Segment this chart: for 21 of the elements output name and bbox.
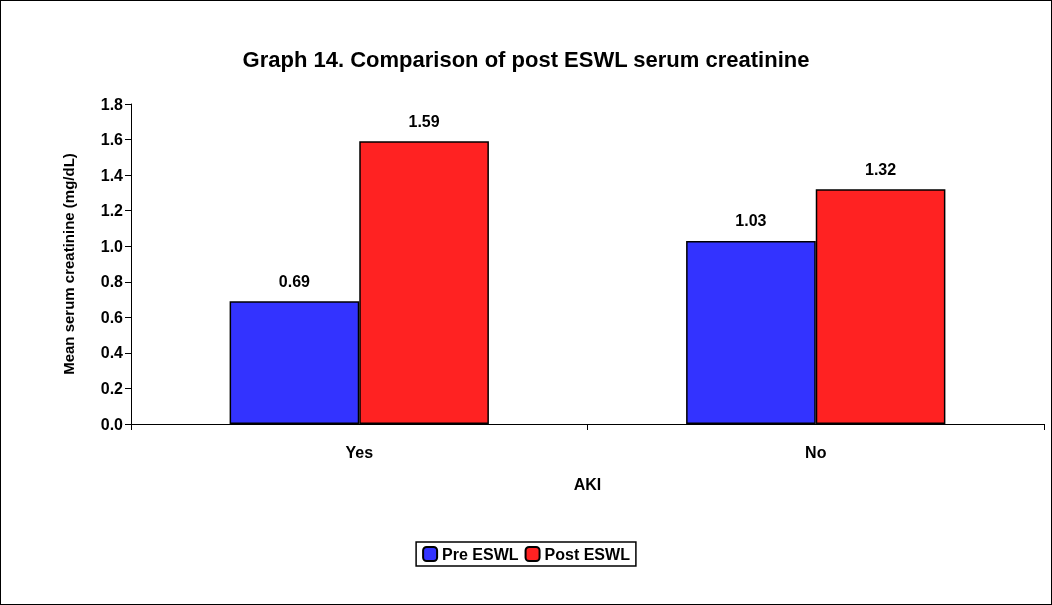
- legend-label: Post ESWL: [544, 545, 631, 563]
- x-tick-label: Yes: [345, 443, 374, 461]
- y-tick-label: 0.2: [100, 379, 124, 397]
- y-tick-label: 0.6: [100, 308, 124, 326]
- y-tick-label: 1.8: [100, 95, 124, 113]
- x-axis-title: AKI: [573, 475, 602, 493]
- chart-title: Graph 14. Comparison of post ESWL serum creatinine: [242, 46, 810, 72]
- data-label: 1.32: [865, 160, 897, 178]
- y-tick-label: 1.4: [100, 166, 124, 184]
- y-tick-label: 0.0: [100, 415, 124, 433]
- data-label: 1.03: [735, 212, 767, 230]
- data-label: 0.69: [278, 272, 311, 290]
- y-axis-title: Mean serum creatinine (mg/dL): [60, 153, 77, 375]
- data-label: 1.59: [408, 112, 440, 130]
- y-tick-label: 1.2: [100, 202, 124, 220]
- x-tick-label: No: [805, 443, 827, 461]
- y-tick-label: 0.4: [100, 344, 124, 362]
- y-tick-label: 0.8: [100, 273, 124, 291]
- legend-label: Pre ESWL: [442, 545, 519, 563]
- y-tick-label: 1.0: [100, 237, 124, 255]
- y-tick-label: 1.6: [100, 131, 124, 149]
